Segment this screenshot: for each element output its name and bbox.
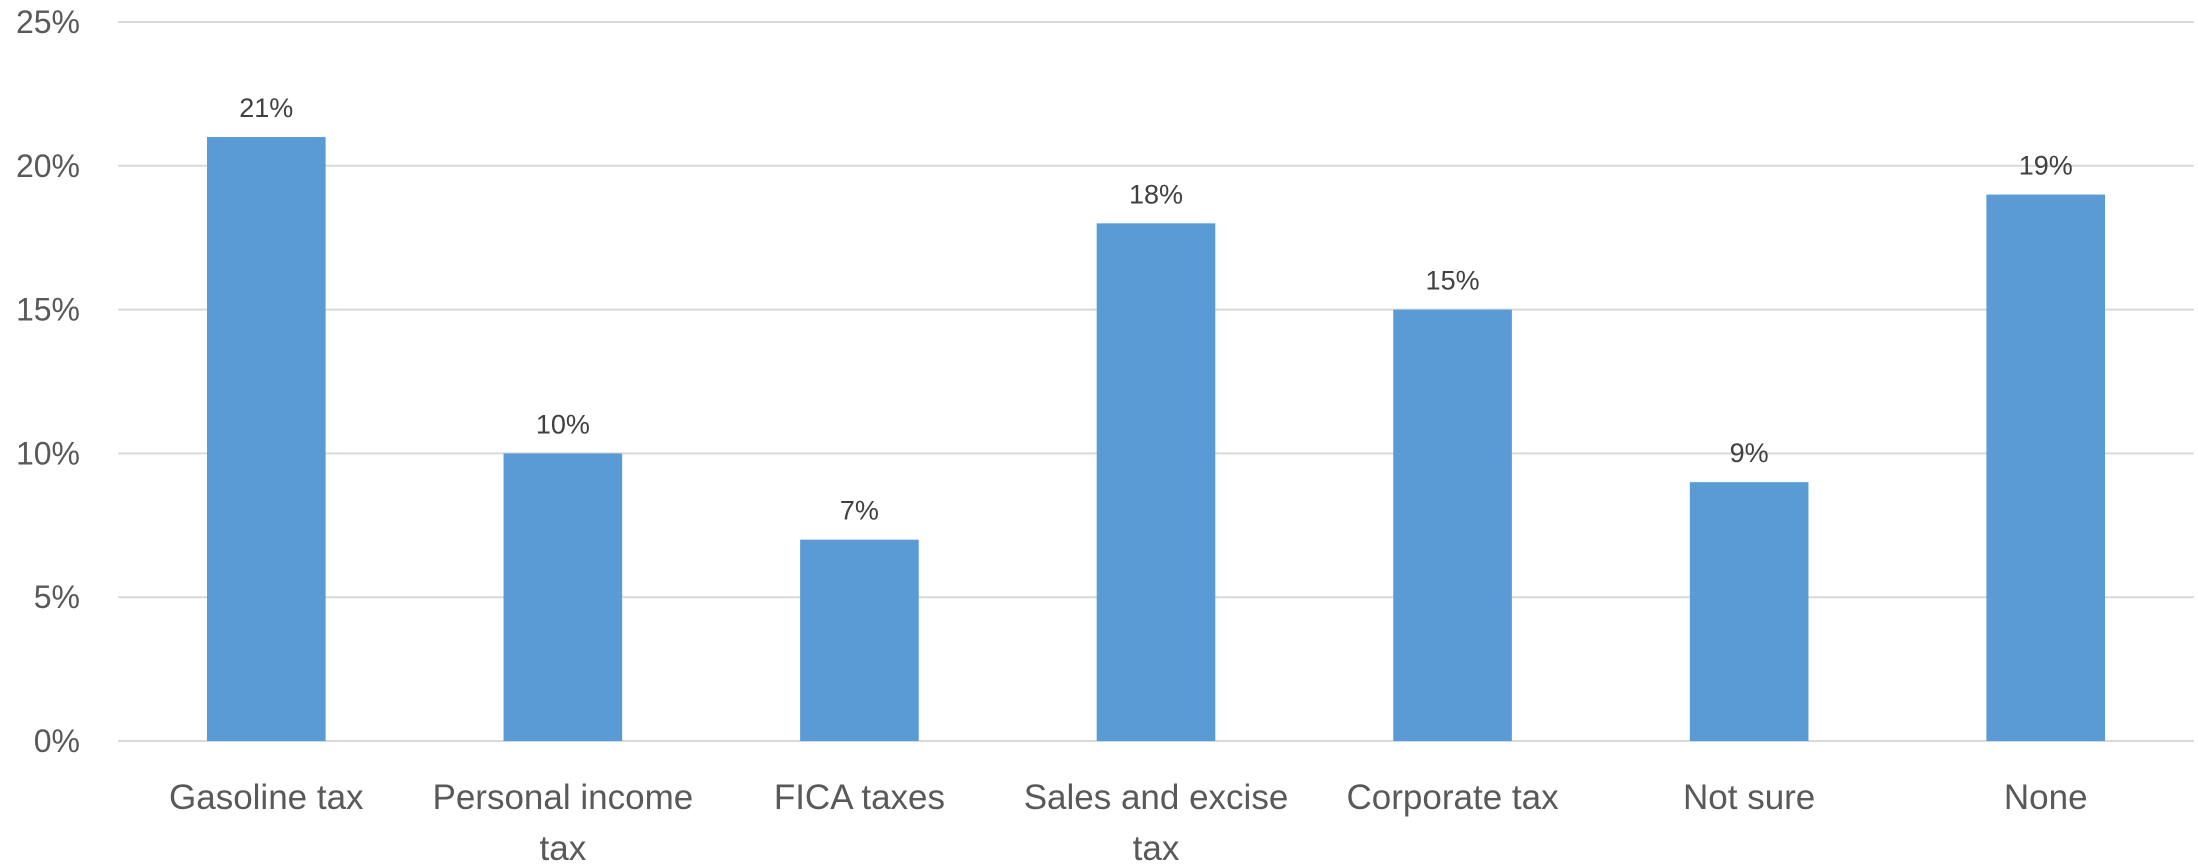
x-category-label: Corporate tax xyxy=(1347,778,1560,817)
bar xyxy=(1689,482,1809,741)
data-label: 18% xyxy=(1129,179,1183,209)
data-label: 15% xyxy=(1426,266,1480,296)
x-axis-categories: Gasoline tax Personal income tax FICA taxes… xyxy=(169,778,2088,866)
bars xyxy=(206,137,2106,742)
y-tick-label: 10% xyxy=(16,435,80,471)
data-label: 10% xyxy=(536,409,590,439)
data-label: 9% xyxy=(1730,438,1769,468)
bar xyxy=(1096,223,1216,741)
data-labels: 21% 10% 7% 18% 15% 9% 19% xyxy=(239,93,2072,526)
data-label: 21% xyxy=(239,93,293,123)
y-tick-label: 15% xyxy=(16,292,80,328)
y-tick-label: 0% xyxy=(34,723,80,759)
x-category-label: Gasoline tax xyxy=(169,778,364,817)
bar xyxy=(800,539,919,741)
data-label: 7% xyxy=(840,496,879,526)
bar xyxy=(503,453,623,741)
x-category-label: Sales and excise tax xyxy=(1024,778,1289,866)
bar xyxy=(1986,194,2106,741)
y-axis-ticks: 0% 5% 10% 15% 20% 25% xyxy=(16,4,80,759)
x-category-label: Personal income tax xyxy=(433,778,694,866)
y-tick-label: 25% xyxy=(16,4,80,40)
y-tick-label: 20% xyxy=(16,148,80,184)
bar xyxy=(206,137,326,742)
x-category-label: FICA taxes xyxy=(774,778,945,817)
bar xyxy=(1393,309,1512,741)
y-tick-label: 5% xyxy=(34,579,80,615)
x-category-label: Not sure xyxy=(1683,778,1815,817)
x-category-label: None xyxy=(2004,778,2088,817)
data-label: 19% xyxy=(2019,151,2073,181)
